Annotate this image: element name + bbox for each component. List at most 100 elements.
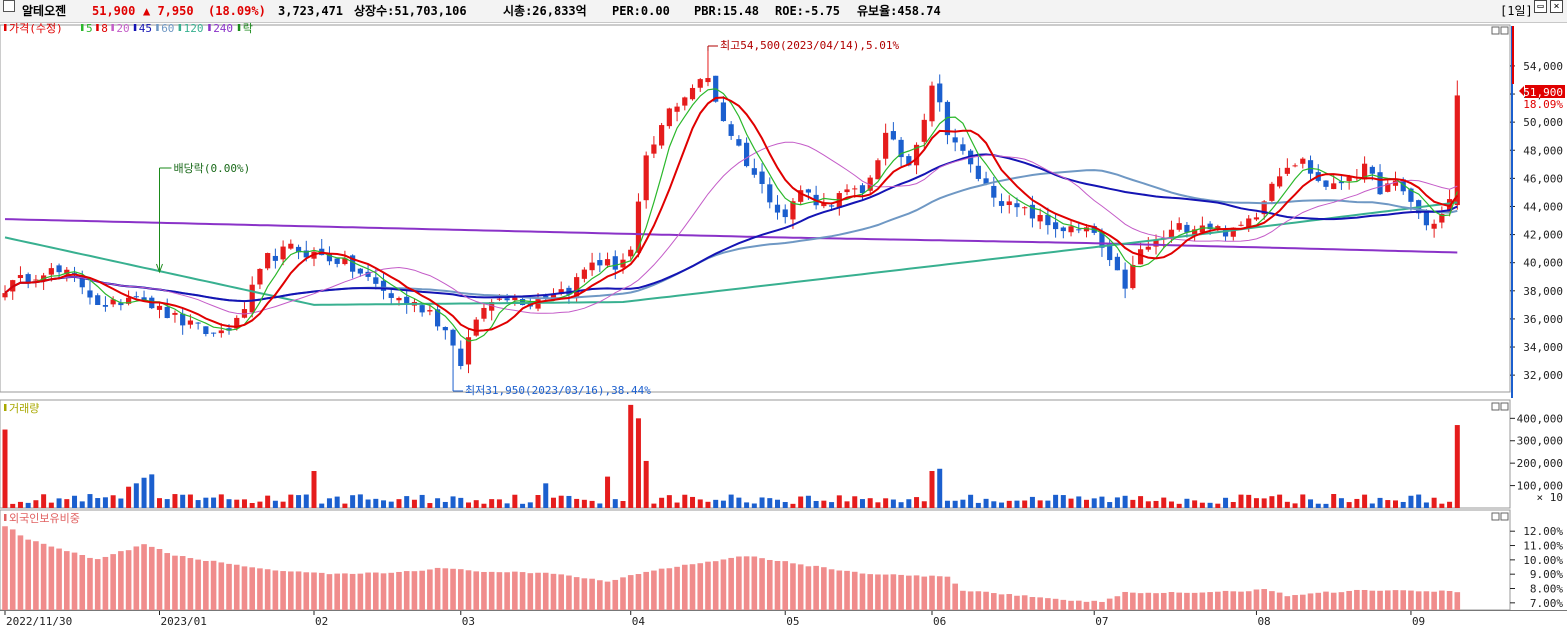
roe-value: ROE:-5.75 bbox=[775, 4, 841, 18]
foreign-bar bbox=[952, 583, 958, 610]
volume-bar bbox=[1130, 499, 1136, 508]
panel-minimize-icon[interactable] bbox=[1491, 512, 1500, 521]
foreign-bar bbox=[442, 568, 449, 610]
foreign-bar bbox=[689, 564, 696, 610]
volume-bar bbox=[682, 494, 688, 508]
candle-body bbox=[805, 189, 811, 193]
volume-tick-label: 100,000 bbox=[1517, 480, 1563, 493]
foreign-bar bbox=[612, 579, 619, 610]
candle-body bbox=[767, 184, 773, 203]
candle-body bbox=[821, 202, 827, 207]
price-tick-label: 38,000 bbox=[1523, 285, 1563, 298]
foreign-bar bbox=[1145, 592, 1152, 610]
volume-bar bbox=[1416, 494, 1422, 508]
maximize-icon[interactable]: ▭ bbox=[1534, 0, 1547, 13]
price-tick-label: 40,000 bbox=[1523, 257, 1563, 270]
foreign-bar bbox=[1238, 591, 1244, 610]
foreign-bar bbox=[1168, 592, 1175, 610]
volume-bar bbox=[442, 501, 448, 508]
volume-bar bbox=[1423, 502, 1429, 508]
foreign-bar bbox=[102, 556, 109, 610]
current-price-pointer bbox=[1519, 86, 1524, 96]
volume-panel[interactable] bbox=[0, 399, 1511, 509]
legend-item: 240 bbox=[213, 22, 233, 35]
volume-bar bbox=[419, 494, 425, 508]
foreign-bar bbox=[975, 591, 982, 610]
foreign-bar bbox=[1029, 597, 1036, 610]
volume-bar bbox=[643, 460, 649, 508]
candle-body bbox=[1300, 158, 1306, 164]
volume-bar bbox=[968, 494, 974, 508]
foreign-bar bbox=[535, 572, 541, 610]
volume-bar bbox=[589, 500, 595, 508]
foreign-bar bbox=[1075, 600, 1082, 610]
foreign-bar bbox=[141, 544, 147, 610]
volume-bar bbox=[118, 498, 124, 508]
candle-body bbox=[628, 249, 634, 257]
volume-bar bbox=[728, 494, 734, 508]
volume-bar bbox=[33, 500, 39, 508]
volume-bar bbox=[883, 498, 889, 508]
volume-bar bbox=[87, 494, 93, 508]
volume-bar bbox=[690, 496, 696, 508]
foreign-bar bbox=[1253, 589, 1260, 610]
candle-body bbox=[1269, 183, 1275, 201]
stock-name[interactable]: 알테오젠 bbox=[22, 4, 67, 18]
foreign-bar bbox=[1276, 592, 1283, 610]
panel-minimize-icon[interactable] bbox=[1491, 402, 1500, 411]
chart-select-checkbox[interactable] bbox=[3, 0, 15, 12]
foreign-bar bbox=[1423, 591, 1430, 610]
volume-bar bbox=[558, 495, 564, 508]
foreign-bar bbox=[1292, 595, 1298, 610]
retention-ratio: 유보율:458.74 bbox=[857, 4, 941, 18]
volume-bar bbox=[914, 497, 920, 508]
candle-body bbox=[859, 185, 866, 194]
candle-body bbox=[365, 271, 371, 277]
legend-swatch bbox=[178, 24, 182, 31]
candle-body bbox=[334, 258, 340, 264]
panel-close-icon[interactable] bbox=[1500, 26, 1509, 35]
candle-body bbox=[1006, 201, 1012, 206]
ma5-line bbox=[4, 88, 1458, 342]
volume-bar bbox=[1037, 500, 1043, 508]
volume-bar bbox=[782, 502, 788, 508]
foreign-bar bbox=[349, 573, 356, 610]
candle-body bbox=[1068, 226, 1074, 233]
foreign-bar bbox=[118, 551, 124, 610]
period-selector[interactable]: [1일] bbox=[1500, 4, 1533, 18]
foreign-bar bbox=[1377, 590, 1383, 610]
candle-body bbox=[458, 348, 464, 366]
close-icon[interactable]: × bbox=[1550, 0, 1563, 13]
candle-body bbox=[635, 201, 642, 253]
volume-bar bbox=[829, 502, 835, 508]
volume-bar bbox=[357, 494, 363, 508]
price-panel[interactable] bbox=[0, 24, 1511, 393]
candle-body bbox=[883, 132, 889, 159]
candle-body bbox=[1377, 172, 1383, 195]
foreign-bar bbox=[566, 575, 572, 610]
candle-body bbox=[697, 79, 703, 88]
foreign-bar bbox=[790, 563, 796, 610]
candle-body bbox=[744, 142, 750, 167]
volume-bar bbox=[1029, 496, 1035, 508]
candle-body bbox=[1199, 225, 1205, 233]
panel-close-icon[interactable] bbox=[1500, 512, 1509, 521]
foreign-bar bbox=[195, 559, 201, 610]
candle-body bbox=[1362, 163, 1368, 180]
legend-item: 가격(수정) bbox=[9, 22, 63, 35]
candle-body bbox=[496, 298, 502, 300]
foreign-bar bbox=[295, 571, 302, 610]
foreign-bar bbox=[71, 552, 78, 610]
volume-bar bbox=[720, 500, 726, 508]
candle-body bbox=[913, 144, 920, 166]
candle-body bbox=[720, 102, 727, 122]
candle-body bbox=[782, 209, 788, 218]
candle-body bbox=[218, 330, 224, 334]
price-tick-label: 48,000 bbox=[1523, 144, 1563, 157]
volume-bar bbox=[1400, 501, 1406, 508]
foreign-bar bbox=[318, 572, 325, 610]
foreign-bar bbox=[156, 549, 163, 610]
panel-close-icon[interactable] bbox=[1500, 402, 1509, 411]
volume-legend-swatch bbox=[4, 404, 7, 411]
panel-minimize-icon[interactable] bbox=[1491, 26, 1500, 35]
